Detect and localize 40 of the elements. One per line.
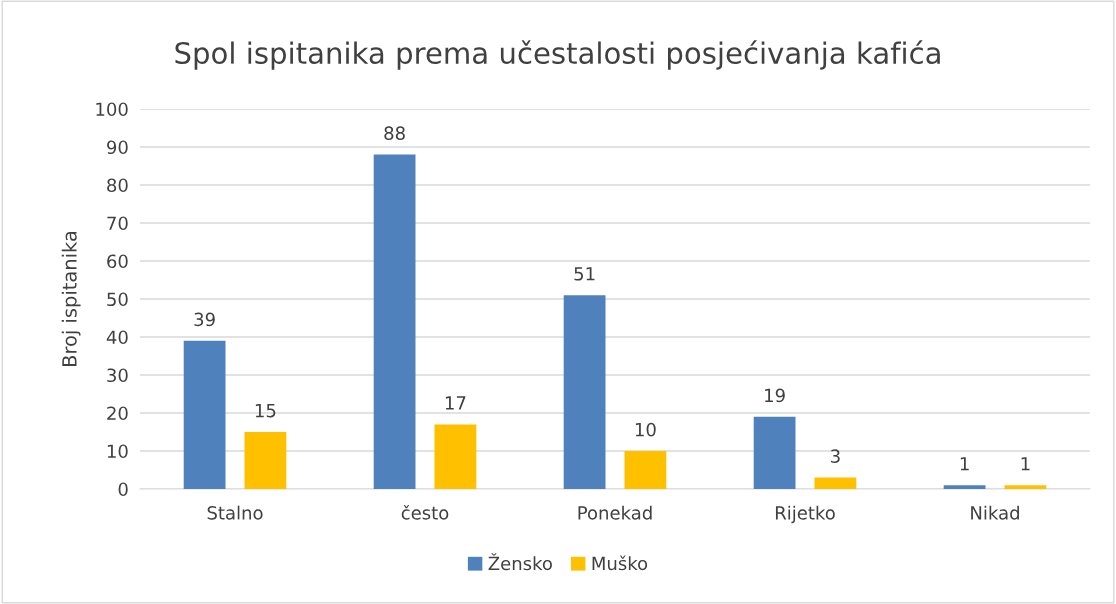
bar — [624, 451, 667, 489]
y-tick-label: 30 — [107, 368, 128, 383]
y-tick-label: 90 — [107, 140, 128, 155]
bar — [943, 485, 986, 489]
bar — [563, 295, 606, 489]
y-tick-label: 0 — [118, 482, 128, 497]
x-tick-label: Nikad — [971, 505, 1019, 520]
x-tick-label: Stalno — [207, 505, 263, 520]
data-label: 17 — [445, 396, 466, 410]
legend-label: Žensko — [488, 553, 552, 571]
data-label: 1 — [960, 457, 969, 471]
data-label: 51 — [574, 267, 595, 281]
y-tick-label: 70 — [107, 216, 128, 231]
data-label: 3 — [831, 449, 840, 463]
chart-title: Spol ispitanika prema učestalosti posjećivanja kafića — [175, 40, 940, 70]
x-tick-label: Rijetko — [775, 505, 835, 524]
bar — [434, 424, 477, 489]
bar — [183, 340, 226, 489]
bar — [244, 432, 287, 489]
bar — [1004, 485, 1047, 489]
y-axis-title: Broj ispitanika — [61, 231, 81, 366]
x-tick-label: često — [401, 504, 449, 520]
data-label: 19 — [765, 388, 785, 403]
data-label: 88 — [384, 126, 405, 140]
y-tick-label: 80 — [107, 178, 128, 193]
data-label: 15 — [255, 403, 276, 418]
y-tick-label: 40 — [106, 330, 128, 345]
data-label: 39 — [194, 312, 215, 327]
data-label: 1 — [1021, 457, 1030, 471]
y-tick-label: 50 — [107, 292, 128, 307]
bar — [753, 416, 796, 489]
legend-label: Muško — [592, 555, 648, 571]
bar — [814, 477, 857, 489]
bar — [373, 154, 416, 489]
data-label: 10 — [635, 422, 656, 437]
y-tick-label: 60 — [107, 254, 128, 269]
x-tick-label: Ponekad — [578, 505, 652, 520]
y-tick-label: 10 — [107, 444, 128, 459]
y-tick-label: 100 — [96, 102, 128, 117]
y-tick-label: 20 — [107, 406, 128, 421]
